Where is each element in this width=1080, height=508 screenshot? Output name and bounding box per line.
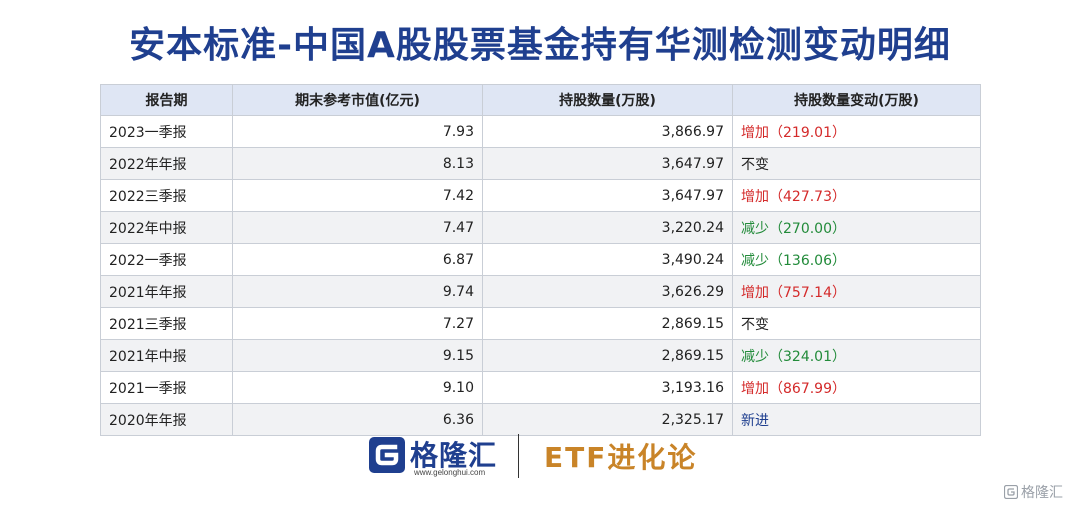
cell-market-value: 6.36 [232, 403, 483, 436]
table-row: 2023一季报 7.93 3,866.97 增加（219.01） [100, 115, 981, 148]
cell-shares-change: 增加（427.73） [732, 179, 981, 212]
cell-market-value: 9.74 [232, 275, 483, 308]
cell-shares-change: 减少（270.00） [732, 211, 981, 244]
cell-period: 2022三季报 [100, 179, 233, 212]
cell-period: 2021年中报 [100, 339, 233, 372]
cell-market-value: 7.42 [232, 179, 483, 212]
cell-shares: 2,325.17 [482, 403, 733, 436]
table-row: 2021一季报 9.10 3,193.16 增加（867.99） [100, 371, 981, 404]
gelonghui-logo-icon [369, 437, 405, 473]
cell-period: 2020年年报 [100, 403, 233, 436]
header-period: 报告期 [100, 84, 233, 116]
cell-shares-change: 不变 [732, 307, 981, 340]
table-row: 2021年中报 9.15 2,869.15 减少（324.01） [100, 339, 981, 372]
table-row: 2021三季报 7.27 2,869.15 不变 [100, 307, 981, 340]
cell-market-value: 8.13 [232, 147, 483, 180]
watermark-text: 格隆汇 [1021, 485, 1063, 501]
cell-shares: 2,869.15 [482, 339, 733, 372]
logo-url: www.gelonghui.com [414, 468, 486, 477]
cell-shares-change: 减少（324.01） [732, 339, 981, 372]
table-row: 2021年年报 9.74 3,626.29 增加（757.14） [100, 275, 981, 308]
table-row: 2022三季报 7.42 3,647.97 增加（427.73） [100, 179, 981, 212]
cell-shares: 2,869.15 [482, 307, 733, 340]
cell-shares-change: 增加（757.14） [732, 275, 981, 308]
table-row: 2020年年报 6.36 2,325.17 新进 [100, 403, 981, 436]
cell-market-value: 7.27 [232, 307, 483, 340]
cell-market-value: 7.47 [232, 211, 483, 244]
cell-shares-change: 增加（867.99） [732, 371, 981, 404]
logo-name: 格隆汇 [410, 439, 498, 472]
cell-shares: 3,490.24 [482, 243, 733, 276]
header-shares: 持股数量(万股) [482, 84, 733, 116]
cell-shares: 3,626.29 [482, 275, 733, 308]
cell-shares-change: 减少（136.06） [732, 243, 981, 276]
cell-market-value: 9.10 [232, 371, 483, 404]
cell-shares: 3,193.16 [482, 371, 733, 404]
table-row: 2022年年报 8.13 3,647.97 不变 [100, 147, 981, 180]
cell-shares-change: 增加（219.01） [732, 115, 981, 148]
cell-period: 2023一季报 [100, 115, 233, 148]
table-row: 2022一季报 6.87 3,490.24 减少（136.06） [100, 243, 981, 276]
cell-shares: 3,647.97 [482, 147, 733, 180]
table-header-row: 报告期 期末参考市值(亿元) 持股数量(万股) 持股数量变动(万股) [100, 84, 981, 116]
brand-name: ETF进化论 [544, 441, 698, 474]
table-row: 2022年中报 7.47 3,220.24 减少（270.00） [100, 211, 981, 244]
cell-period: 2021年年报 [100, 275, 233, 308]
cell-shares-change: 新进 [732, 403, 981, 436]
page-title: 安本标准-中国A股股票基金持有华测检测变动明细 [129, 25, 951, 66]
cell-shares: 3,866.97 [482, 115, 733, 148]
header-market-value: 期末参考市值(亿元) [232, 84, 483, 116]
cell-market-value: 6.87 [232, 243, 483, 276]
header-shares-change: 持股数量变动(万股) [732, 84, 981, 116]
cell-shares: 3,647.97 [482, 179, 733, 212]
cell-market-value: 9.15 [232, 339, 483, 372]
cell-shares-change: 不变 [732, 147, 981, 180]
footer-divider [518, 434, 519, 478]
cell-period: 2022年中报 [100, 211, 233, 244]
watermark: 格隆汇 [1004, 482, 1063, 502]
holdings-table: 报告期 期末参考市值(亿元) 持股数量(万股) 持股数量变动(万股) 2023一… [100, 84, 981, 436]
watermark-logo-icon [1004, 485, 1018, 499]
footer: 格隆汇 www.gelonghui.com ETF进化论 [0, 432, 1080, 482]
cell-period: 2022一季报 [100, 243, 233, 276]
cell-shares: 3,220.24 [482, 211, 733, 244]
cell-market-value: 7.93 [232, 115, 483, 148]
cell-period: 2021一季报 [100, 371, 233, 404]
cell-period: 2022年年报 [100, 147, 233, 180]
cell-period: 2021三季报 [100, 307, 233, 340]
